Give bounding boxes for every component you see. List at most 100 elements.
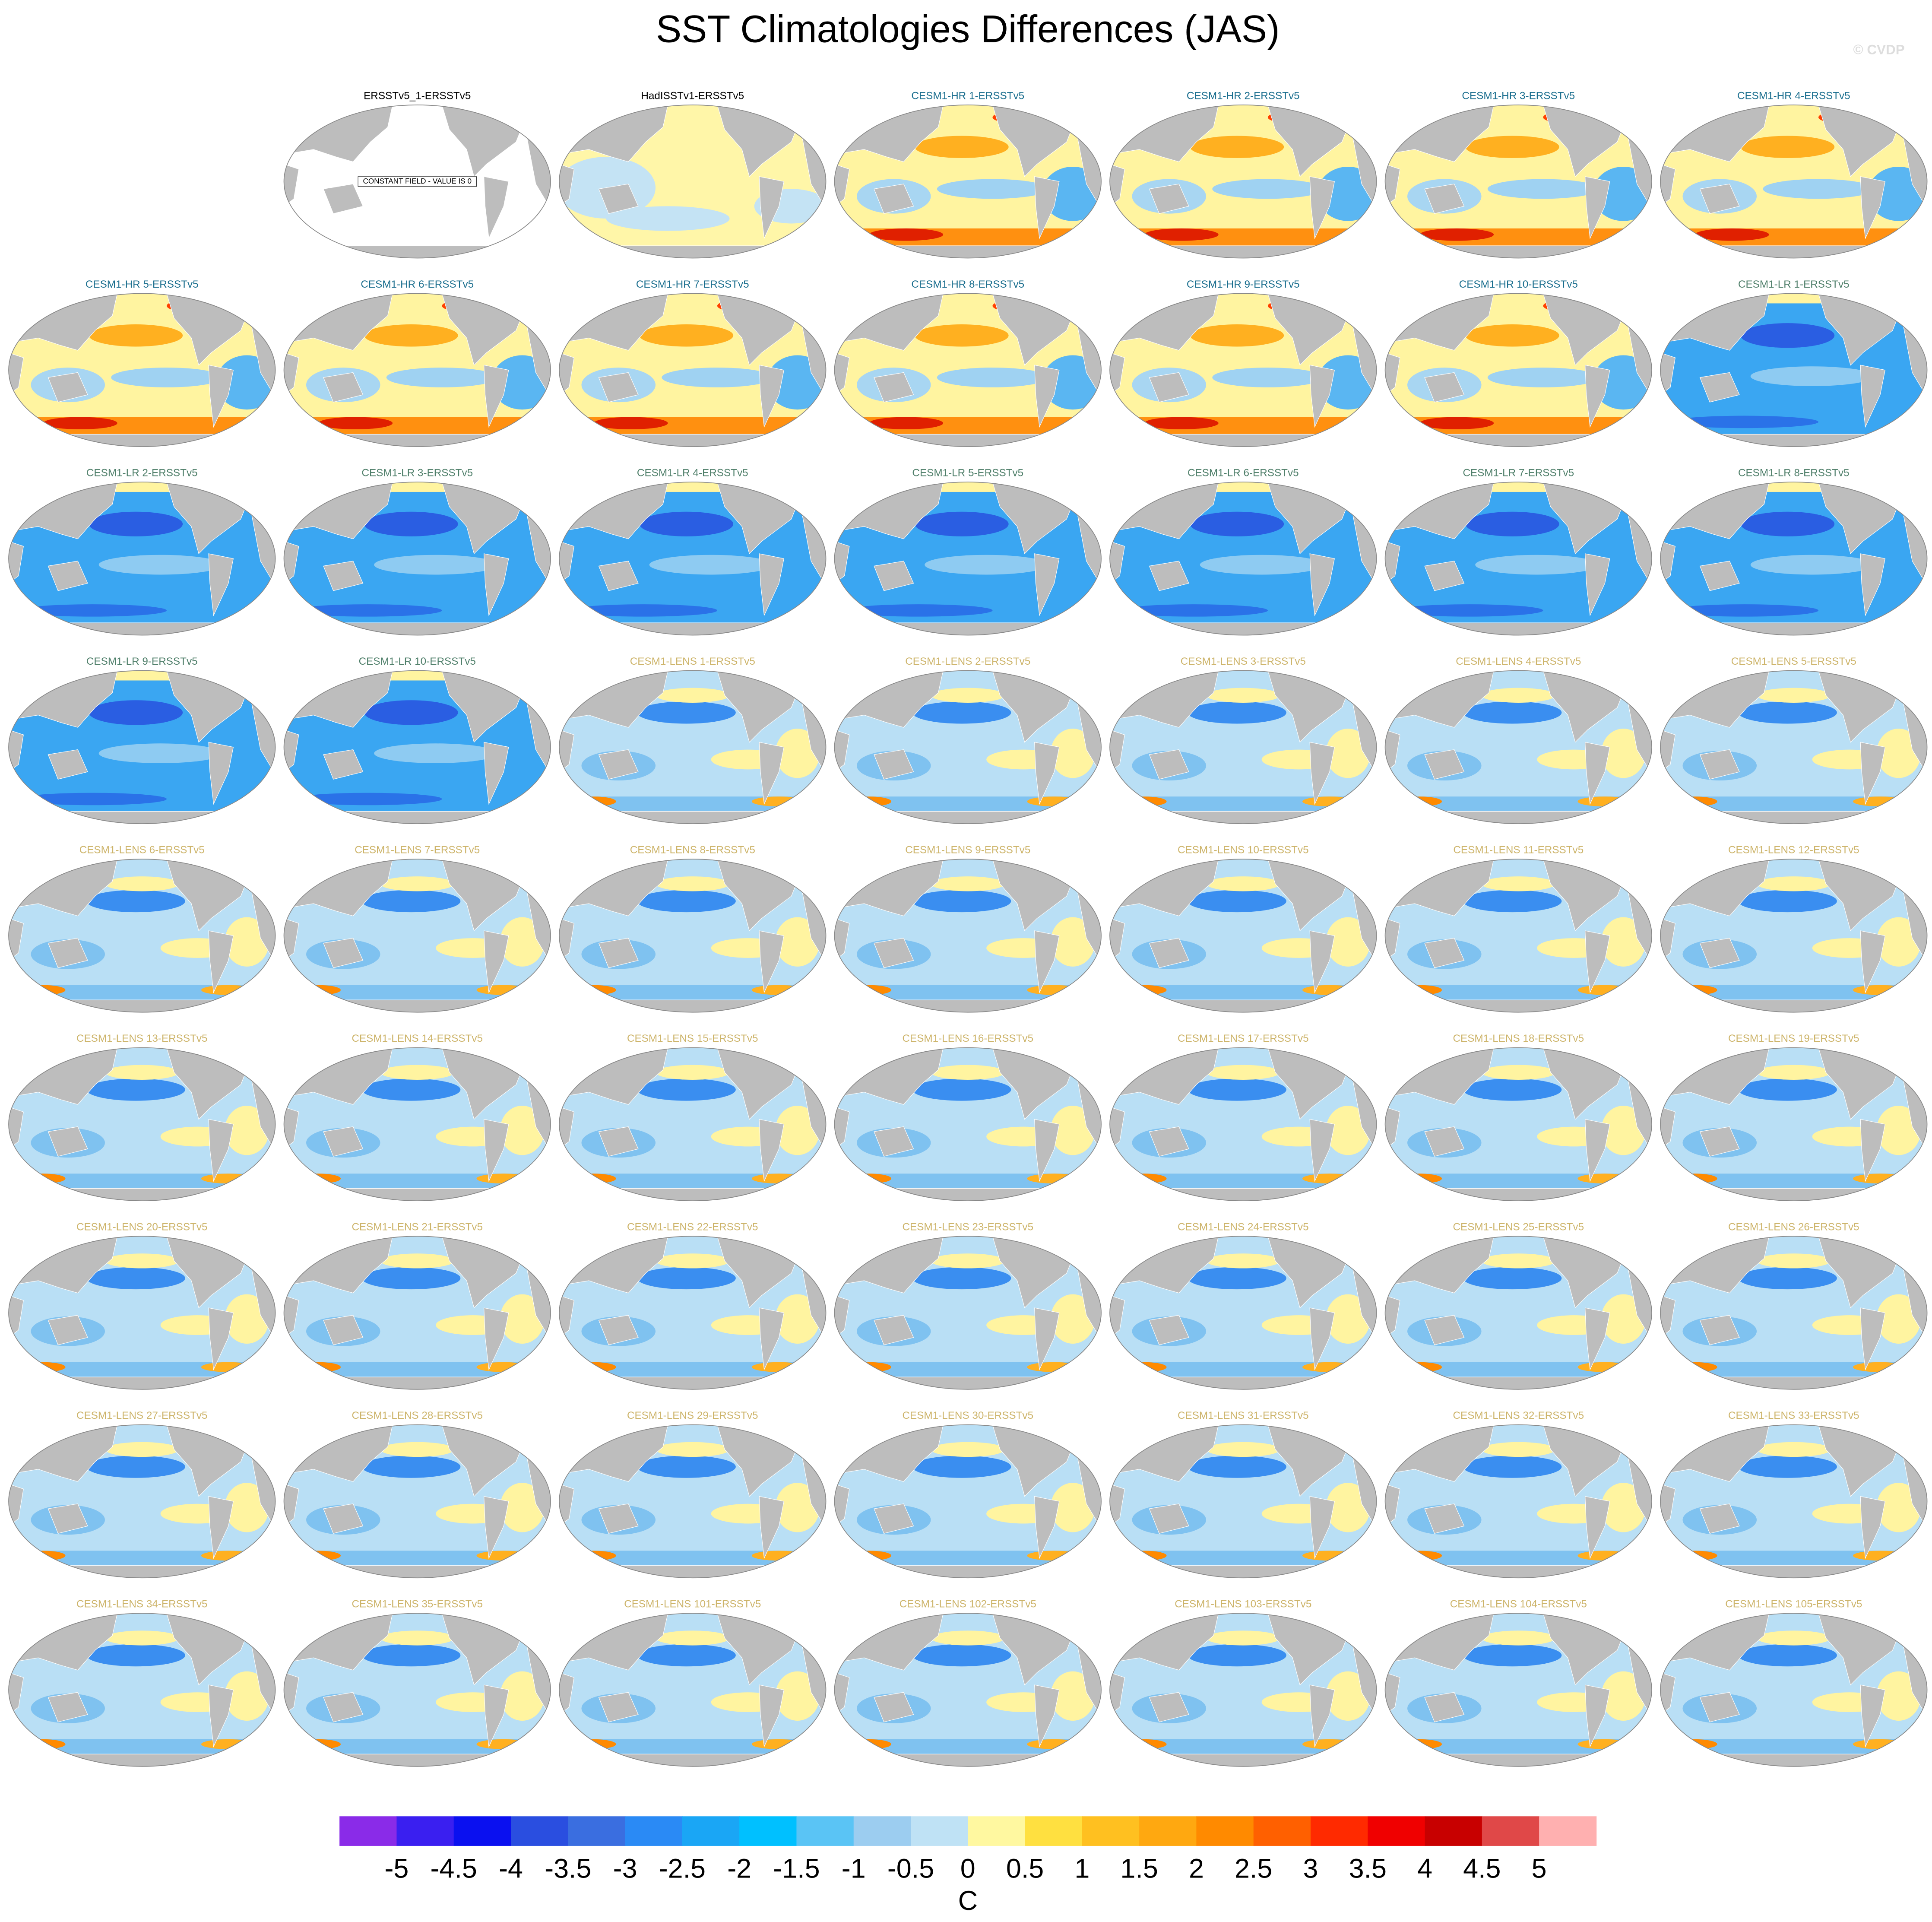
tick-label: 2 <box>1189 1854 1204 1884</box>
map <box>9 1425 275 1578</box>
map <box>9 294 278 447</box>
map-panel: CESM1-LENS 33-ERSSTv5 <box>1660 1410 1927 1578</box>
map-panel: CESM1-LENS 31-ERSSTv5 <box>1110 1410 1376 1578</box>
map <box>835 294 1104 447</box>
map-panel: CESM1-LENS 25-ERSSTv5 <box>1385 1221 1652 1389</box>
map <box>1110 294 1379 447</box>
panel-title: CESM1-LENS 11-ERSSTv5 <box>1453 844 1584 856</box>
colorbar-box <box>1139 1816 1197 1846</box>
map-panel: CESM1-LENS 11-ERSSTv5 <box>1385 844 1652 1012</box>
colorbar-box <box>739 1816 797 1846</box>
map <box>1110 859 1376 1012</box>
colorbar-box <box>1253 1816 1311 1846</box>
map <box>284 671 551 824</box>
colorbar-label: C <box>958 1886 978 1916</box>
map <box>1385 1048 1652 1201</box>
map <box>559 1048 826 1201</box>
map-panel: CESM1-LENS 17-ERSSTv5 <box>1110 1033 1376 1201</box>
map <box>9 1236 275 1389</box>
map <box>1660 1236 1927 1389</box>
tick-label: 4.5 <box>1463 1854 1501 1884</box>
colorbar-box <box>453 1816 511 1846</box>
panel-title: CESM1-HR 6-ERSSTv5 <box>361 279 474 290</box>
colorbar-box <box>1310 1816 1368 1846</box>
map <box>1385 1425 1652 1578</box>
colorbar-box <box>682 1816 740 1846</box>
map <box>835 105 1104 258</box>
panel-title: CESM1-LR 4-ERSSTv5 <box>637 467 748 479</box>
panel-title: CESM1-LENS 21-ERSSTv5 <box>352 1221 483 1233</box>
map-panel: CESM1-HR 3-ERSSTv5 <box>1385 90 1654 258</box>
panel-title: CESM1-LENS 17-ERSSTv5 <box>1178 1033 1309 1044</box>
panel-title: CESM1-LR 6-ERSSTv5 <box>1188 467 1299 479</box>
tick-label: 4 <box>1417 1854 1432 1884</box>
map-panel: CESM1-LENS 103-ERSSTv5 <box>1110 1598 1376 1767</box>
panel-title: CESM1-LENS 31-ERSSTv5 <box>1178 1410 1309 1421</box>
map-panel: CESM1-HR 2-ERSSTv5 <box>1110 90 1379 258</box>
map <box>284 294 553 447</box>
panel-title: CESM1-LENS 2-ERSSTv5 <box>905 656 1030 667</box>
tick-label: -0.5 <box>887 1854 934 1884</box>
panel-title: CESM1-LENS 18-ERSSTv5 <box>1453 1033 1584 1044</box>
tick-label: -3 <box>613 1854 637 1884</box>
colorbar-box <box>1196 1816 1254 1846</box>
annotation-box <box>358 176 477 187</box>
map-panel: CESM1-HR 6-ERSSTv5 <box>284 279 553 447</box>
map-panel: ERSSTv5_1-ERSSTv5 CONSTANT FIELD - VALUE … <box>284 90 551 258</box>
map-panel: CESM1-LENS 22-ERSSTv5 <box>559 1221 826 1389</box>
panel-title: CESM1-LENS 4-ERSSTv5 <box>1456 656 1581 667</box>
map <box>1385 671 1652 824</box>
map-panel: CESM1-LENS 15-ERSSTv5 <box>559 1033 826 1201</box>
panel-title: CESM1-LENS 35-ERSSTv5 <box>352 1598 483 1610</box>
panel-title: CESM1-LENS 14-ERSSTv5 <box>352 1033 483 1044</box>
panel-title: CESM1-LENS 16-ERSSTv5 <box>902 1033 1033 1044</box>
panel-title: CESM1-LENS 8-ERSSTv5 <box>630 844 755 856</box>
figure-title: SST Climatologies Differences (JAS) <box>656 8 1280 51</box>
map-panel: CESM1-LENS 6-ERSSTv5 <box>9 844 275 1012</box>
panel-title: CESM1-LENS 28-ERSSTv5 <box>352 1410 483 1421</box>
map-panel: CESM1-HR 9-ERSSTv5 <box>1110 279 1379 447</box>
map <box>559 671 826 824</box>
colorbar-box <box>625 1816 683 1846</box>
map-panel: CESM1-LENS 102-ERSSTv5 <box>835 1598 1101 1767</box>
map-panel: CESM1-HR 5-ERSSTv5 <box>9 279 278 447</box>
map-panel: CESM1-LENS 2-ERSSTv5 <box>835 656 1101 824</box>
map-panel: CESM1-HR 4-ERSSTv5 <box>1660 90 1929 258</box>
map-panel: CESM1-LENS 13-ERSSTv5 <box>9 1033 275 1201</box>
panel-title: CESM1-LENS 9-ERSSTv5 <box>905 844 1030 856</box>
map <box>1110 1236 1376 1389</box>
tick-label: -5 <box>384 1854 409 1884</box>
map-panel: CESM1-LR 6-ERSSTv5 <box>1110 467 1376 635</box>
colorbar-box <box>568 1816 626 1846</box>
map-panel: CESM1-LENS 7-ERSSTv5 <box>284 844 551 1012</box>
tick-label: -4 <box>499 1854 523 1884</box>
map <box>9 482 275 635</box>
map-panel: CESM1-LENS 4-ERSSTv5 <box>1385 656 1652 824</box>
panel-title: CESM1-HR 4-ERSSTv5 <box>1737 90 1850 101</box>
panel-title: CESM1-LR 10-ERSSTv5 <box>359 656 476 667</box>
colorbar-box <box>1368 1816 1425 1846</box>
panel-title: CESM1-LENS 26-ERSSTv5 <box>1728 1221 1859 1233</box>
map-panel: CESM1-LENS 27-ERSSTv5 <box>9 1410 275 1578</box>
map <box>9 859 275 1012</box>
watermark: © CVDP <box>1853 42 1904 57</box>
tick-label: 5 <box>1532 1854 1547 1884</box>
tick-label: -3.5 <box>545 1854 591 1884</box>
map-panel: CESM1-LENS 5-ERSSTv5 <box>1660 656 1927 824</box>
map <box>559 294 828 447</box>
map <box>1660 1425 1927 1578</box>
map <box>1660 482 1927 635</box>
map-panel: CESM1-LR 3-ERSSTv5 <box>284 467 551 635</box>
map-panel: CESM1-LENS 105-ERSSTv5 <box>1660 1598 1927 1767</box>
panel-title: CESM1-LENS 10-ERSSTv5 <box>1178 844 1309 856</box>
map <box>1110 482 1376 635</box>
map-panel: CESM1-LENS 104-ERSSTv5 <box>1385 1598 1652 1767</box>
tick-label: 1.5 <box>1120 1854 1158 1884</box>
tick-label: 2.5 <box>1235 1854 1272 1884</box>
tick-label: 1 <box>1074 1854 1090 1884</box>
map-panel: CESM1-LR 5-ERSSTv5 <box>835 467 1101 635</box>
map <box>559 1236 826 1389</box>
panel-title: CESM1-HR 8-ERSSTv5 <box>911 279 1024 290</box>
panel-title: CESM1-LENS 102-ERSSTv5 <box>899 1598 1036 1610</box>
